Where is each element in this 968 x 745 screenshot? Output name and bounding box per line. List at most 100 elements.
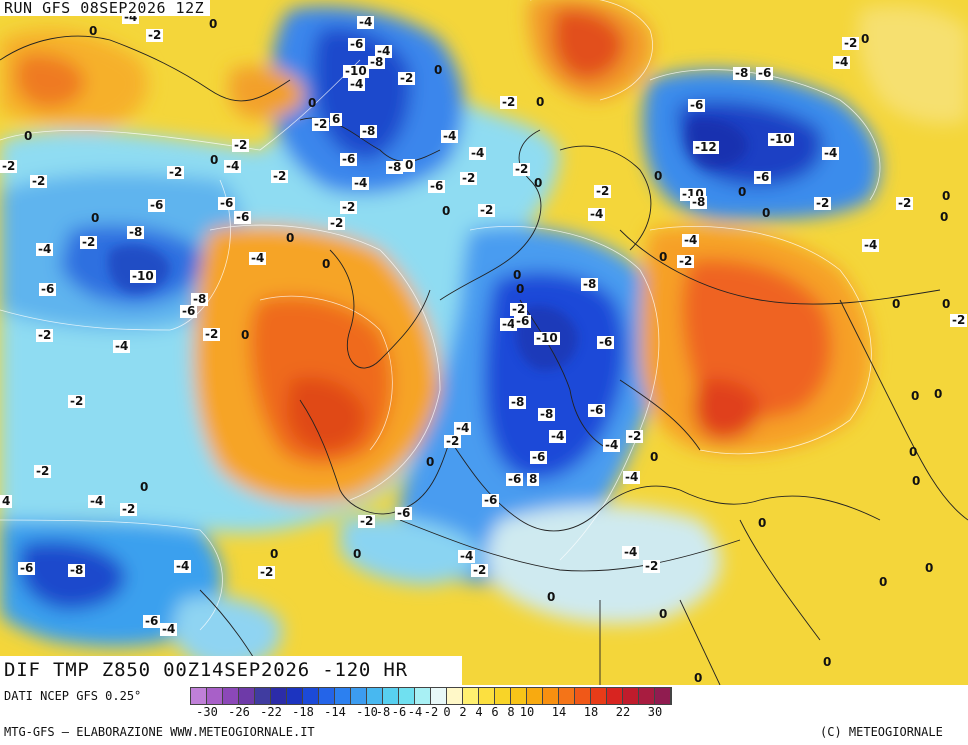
- contour-value-label: -4: [833, 55, 851, 69]
- contour-value-label: 0: [879, 575, 888, 589]
- contour-value-label: -2: [271, 169, 289, 183]
- contour-value-label: -4: [88, 494, 106, 508]
- contour-value-label: -6: [754, 170, 772, 184]
- contour-value-label: 0: [861, 32, 870, 46]
- contour-value-label: -2: [444, 434, 462, 448]
- contour-value-label: 0: [912, 474, 921, 488]
- colorbar-tick-label: 22: [615, 705, 631, 719]
- colorbar-cell: [207, 688, 223, 704]
- chart-title: DIF TMP Z850 00Z14SEP2026 -120 HR: [0, 656, 462, 685]
- contour-value-label: -2: [312, 117, 330, 131]
- contour-value-label: 0: [210, 153, 219, 167]
- contour-value-label: -2: [460, 171, 478, 185]
- contour-value-label: -4: [352, 176, 370, 190]
- contour-value-label: 0: [925, 561, 934, 575]
- contour-value-label: 6: [330, 112, 343, 126]
- source-label: DATI NCEP GFS 0.25°: [4, 689, 142, 703]
- contour-value-label: 0: [911, 389, 920, 403]
- contour-value-label: -2: [328, 216, 346, 230]
- contour-value-label: -6: [756, 66, 774, 80]
- colorbar-tick-label: -6: [391, 705, 407, 719]
- colorbar-cell: [367, 688, 383, 704]
- contour-value-label: -8: [733, 66, 751, 80]
- colorbar-cell: [479, 688, 495, 704]
- colorbar-tick-label: 2: [459, 705, 467, 719]
- contour-value-label: -2: [513, 162, 531, 176]
- contour-value-label: -2: [340, 200, 358, 214]
- contour-value-label: 0: [24, 129, 33, 143]
- contour-value-label: -2: [842, 36, 860, 50]
- contour-value-label: -6: [588, 403, 606, 417]
- contour-value-label: -10: [130, 269, 156, 283]
- colorbar-tick-label: 10: [519, 705, 535, 719]
- temperature-anomaly-map: -4 -2 0 0 -4 -6 -4 -10 -8 -2 0 -4 -2 0 -2 0 -4 -8 -6 0 -2 6 -8…: [0, 0, 968, 685]
- colorbar-cell: [239, 688, 255, 704]
- contour-value-label: -2: [258, 565, 276, 579]
- contour-value-label: 0: [426, 455, 435, 469]
- colorbar-tick-label: 30: [647, 705, 663, 719]
- colorbar-cell: [639, 688, 655, 704]
- colorbar-tick-label: -10: [356, 705, 378, 719]
- colorbar-tick-label: -8: [375, 705, 391, 719]
- colorbar-tick-label: -22: [260, 705, 282, 719]
- contour-value-label: -2: [626, 429, 644, 443]
- contour-value-label: -2: [500, 95, 518, 109]
- contour-value-label: -2: [120, 502, 138, 516]
- contour-value-label: -4: [441, 129, 459, 143]
- contour-value-label: -4: [36, 242, 54, 256]
- contour-value-label: -2: [232, 138, 250, 152]
- contour-value-label: -4: [160, 622, 178, 636]
- contour-value-label: 0: [738, 185, 747, 199]
- colorbar-tick-label: -26: [228, 705, 250, 719]
- colorbar-tick-label: -2: [423, 705, 439, 719]
- contour-value-label: -4: [174, 559, 192, 573]
- colorbar-tick-label: 0: [443, 705, 451, 719]
- contour-value-label: -4: [357, 15, 375, 29]
- colorbar-tick-label: 8: [507, 705, 515, 719]
- contour-value-label: -6: [428, 179, 446, 193]
- copyright-label: (C) METEOGIORNALE: [820, 725, 943, 739]
- contour-value-label: -6: [234, 210, 252, 224]
- colorbar-cell: [431, 688, 447, 704]
- contour-value-label: -6: [482, 493, 500, 507]
- contour-value-label: -8: [386, 160, 404, 174]
- contour-value-label: -6: [395, 506, 413, 520]
- anomaly-field: [0, 0, 968, 685]
- contour-value-label: -2: [146, 28, 164, 42]
- contour-value-label: 0: [513, 268, 522, 282]
- contour-value-label: -4: [588, 207, 606, 221]
- contour-value-label: -6: [148, 198, 166, 212]
- contour-value-label: -2: [80, 235, 98, 249]
- contour-value-label: -4: [469, 146, 487, 160]
- contour-value-label: 0: [654, 169, 663, 183]
- contour-value-label: -8: [690, 195, 708, 209]
- colorbar: [190, 687, 672, 705]
- contour-value-label: 0: [942, 189, 951, 203]
- contour-value-label: -2: [643, 559, 661, 573]
- contour-value-label: 0: [650, 450, 659, 464]
- colorbar-cell: [383, 688, 399, 704]
- contour-value-label: -4: [549, 429, 567, 443]
- contour-value-label: -2: [594, 184, 612, 198]
- contour-value-label: -2: [36, 328, 54, 342]
- contour-value-label: 0: [940, 210, 949, 224]
- contour-value-label: 0: [516, 282, 525, 296]
- colorbar-cell: [655, 688, 671, 704]
- contour-value-label: 0: [892, 297, 901, 311]
- colorbar-cell: [591, 688, 607, 704]
- contour-value-label: -4: [113, 339, 131, 353]
- colorbar-cell: [415, 688, 431, 704]
- contour-value-label: 0: [270, 547, 279, 561]
- contour-value-label: -4: [249, 251, 267, 265]
- colorbar-cell: [191, 688, 207, 704]
- contour-value-label: 0: [353, 547, 362, 561]
- contour-value-label: 0: [659, 607, 668, 621]
- contour-value-label: -4: [224, 159, 242, 173]
- contour-value-label: -4: [458, 549, 476, 563]
- contour-value-label: 8: [527, 472, 540, 486]
- contour-value-label: -2: [398, 71, 416, 85]
- colorbar-tick-label: -30: [196, 705, 218, 719]
- contour-value-label: -6: [39, 282, 57, 296]
- credit-label: MTG-GFS – ELABORAZIONE WWW.METEOGIORNALE…: [4, 725, 315, 739]
- colorbar-cell: [527, 688, 543, 704]
